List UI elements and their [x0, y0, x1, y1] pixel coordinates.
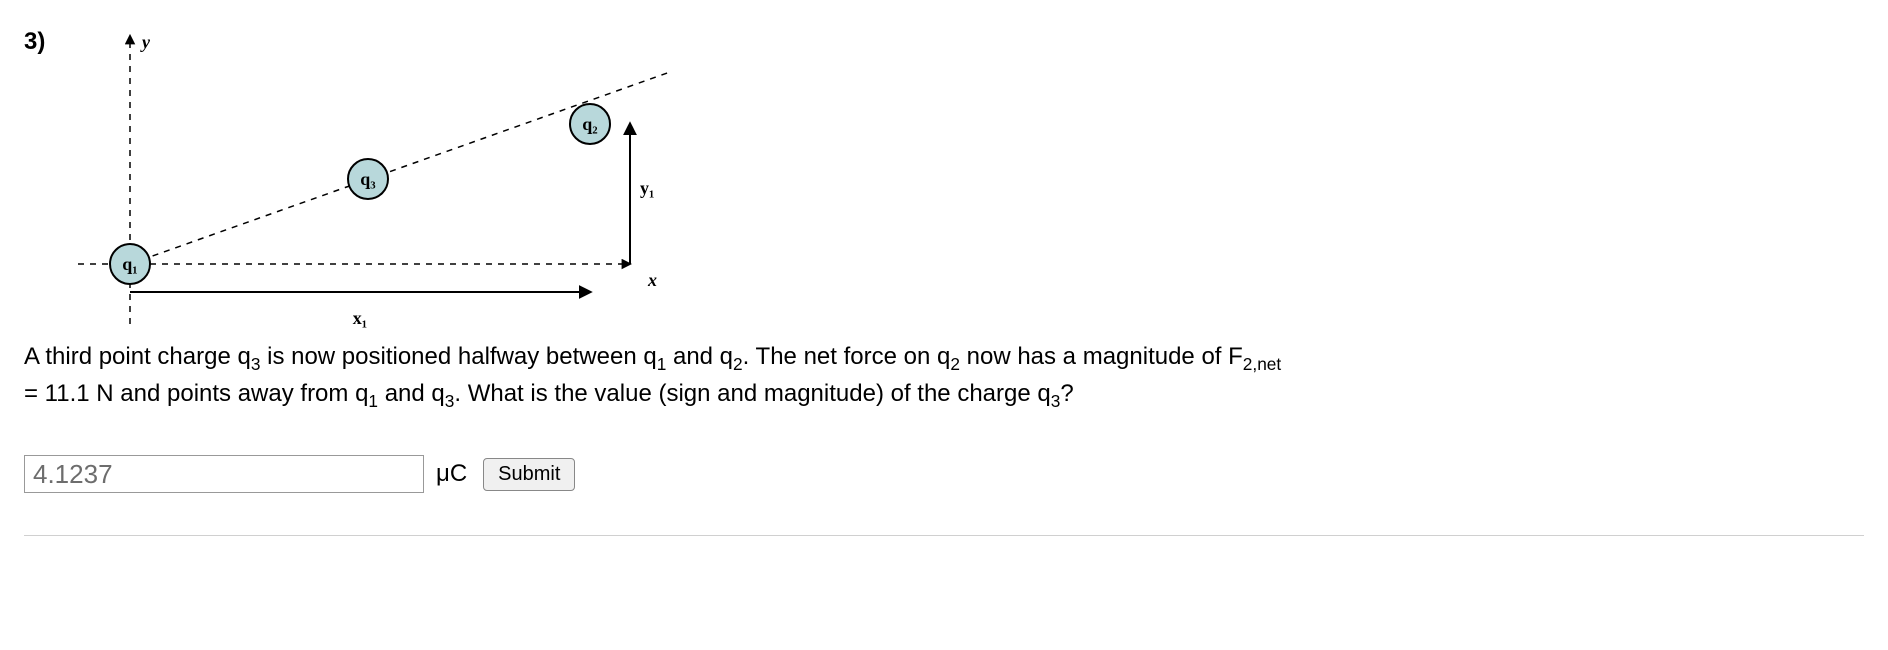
question-number: 3) [24, 28, 45, 56]
prompt-text: A third point charge q [24, 343, 251, 370]
answer-input[interactable] [24, 455, 424, 493]
unit-label: μC [436, 460, 467, 488]
svg-text:y₁: y₁ [640, 178, 654, 198]
prompt-text: = 11.1 N and points away from q [24, 380, 368, 407]
prompt-text: and q [378, 380, 445, 407]
svg-text:x₁: x₁ [353, 308, 367, 328]
sub: 2 [733, 354, 743, 374]
sub: 2,net [1243, 354, 1281, 374]
sub: 1 [657, 354, 667, 374]
sub: 3 [251, 354, 261, 374]
sub: 3 [1051, 391, 1061, 411]
prompt-text: . The net force on q [743, 343, 951, 370]
sub: 1 [368, 391, 378, 411]
svg-text:q₁: q₁ [122, 254, 137, 274]
prompt-text: . What is the value (sign and magnitude)… [454, 380, 1050, 407]
sub: 2 [950, 354, 960, 374]
svg-text:x: x [647, 270, 657, 290]
figure-diagram: y x x₁ y₁ q₁ q₃ q₂ [70, 24, 750, 334]
prompt-text: is now positioned halfway between q [260, 343, 656, 370]
prompt-text: ? [1060, 380, 1073, 407]
answer-row: μC Submit [24, 455, 575, 493]
svg-text:y: y [140, 32, 151, 52]
sub: 3 [445, 391, 455, 411]
prompt-text: and q [666, 343, 733, 370]
question-prompt: A third point charge q3 is now positione… [24, 340, 1864, 414]
divider [24, 535, 1864, 536]
submit-button[interactable]: Submit [483, 458, 575, 491]
prompt-text: now has a magnitude of F [960, 343, 1243, 370]
svg-text:q₂: q₂ [582, 114, 597, 134]
svg-text:q₃: q₃ [360, 169, 376, 189]
